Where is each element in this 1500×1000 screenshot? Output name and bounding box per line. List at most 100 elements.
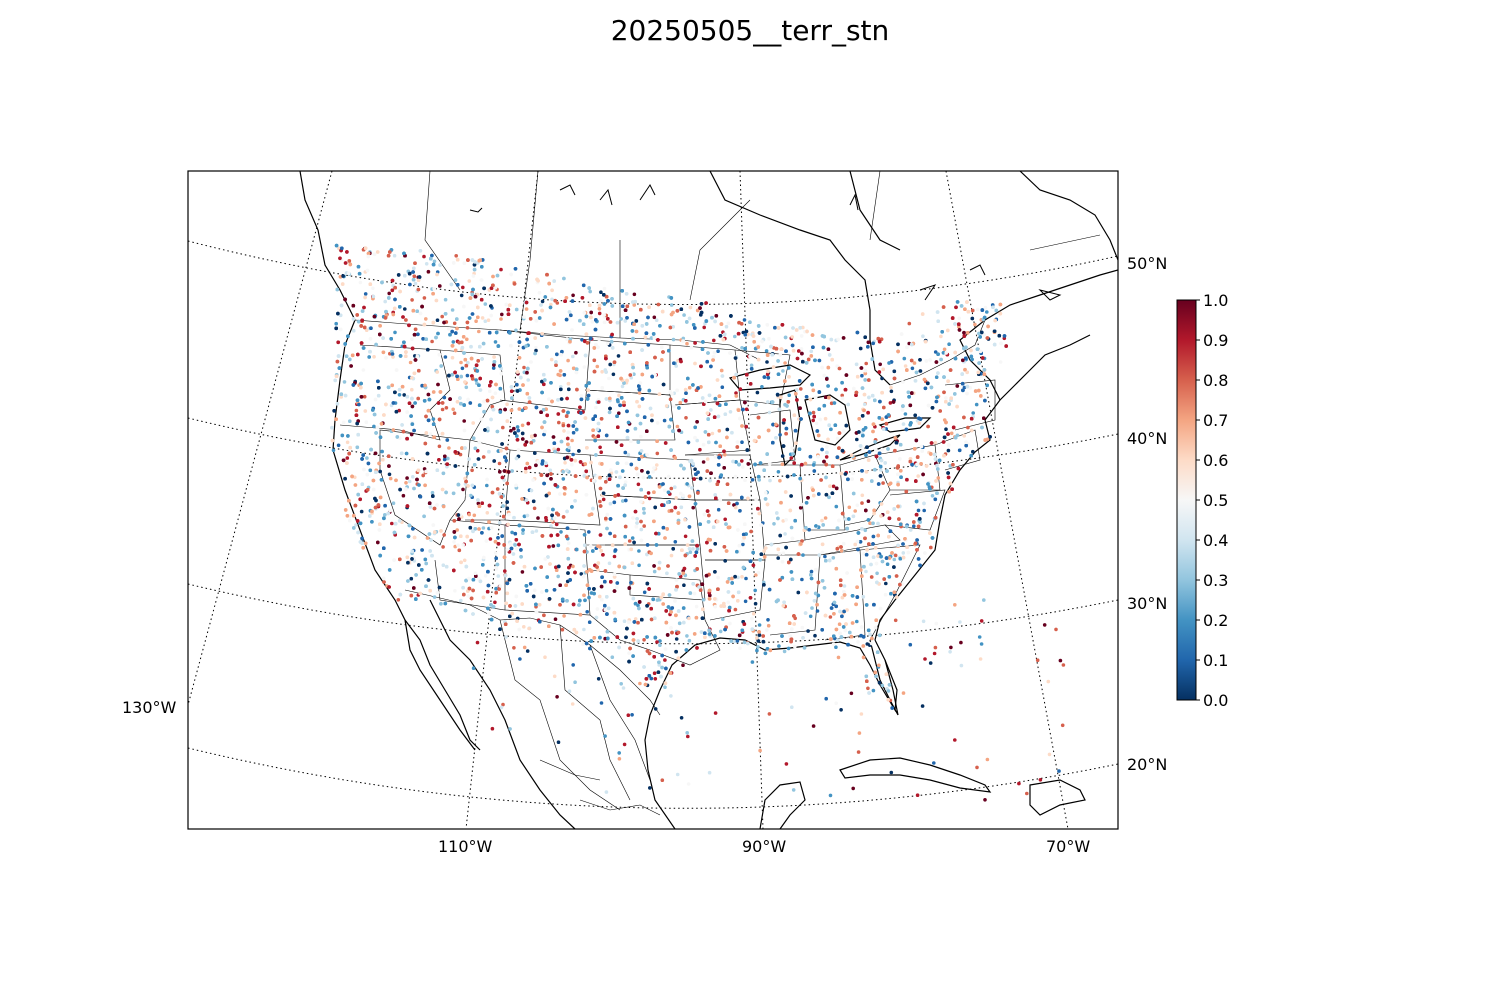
station-point: [363, 409, 368, 413]
station-point: [418, 591, 423, 596]
station-point: [795, 398, 799, 402]
station-point: [842, 584, 847, 588]
station-point: [966, 425, 970, 430]
station-point: [351, 317, 356, 321]
station-point: [647, 305, 651, 310]
station-point: [787, 375, 791, 379]
station-point: [800, 577, 804, 582]
station-point: [388, 476, 393, 481]
station-point: [858, 346, 863, 351]
station-point: [647, 475, 652, 479]
station-point: [522, 315, 526, 319]
station-point: [529, 360, 533, 364]
station-point: [396, 598, 401, 602]
station-point: [947, 342, 951, 347]
station-point: [476, 501, 481, 506]
station-point: [815, 609, 820, 613]
station-point: [479, 278, 484, 282]
station-point: [580, 338, 584, 342]
station-point: [725, 580, 730, 584]
station-point: [494, 556, 499, 561]
station-point: [397, 519, 402, 523]
station-point: [946, 448, 951, 453]
station-point: [883, 592, 888, 597]
station-point: [682, 620, 686, 625]
station-point: [742, 640, 747, 645]
station-point: [401, 429, 406, 434]
station-point: [766, 618, 770, 622]
station-point: [664, 404, 669, 408]
station-point: [490, 405, 495, 409]
station-point: [465, 320, 470, 325]
station-point: [412, 266, 416, 271]
station-point: [838, 578, 843, 582]
station-point: [780, 634, 784, 638]
station-point: [975, 307, 980, 312]
station-point: [755, 390, 760, 395]
station-point: [755, 648, 759, 653]
station-point: [784, 431, 788, 436]
lat-line-50: [188, 240, 1118, 305]
station-point: [617, 411, 621, 416]
station-point: [512, 426, 516, 431]
station-point: [524, 344, 528, 348]
station-point: [570, 328, 574, 332]
station-point: [531, 499, 536, 504]
station-point: [447, 446, 451, 450]
station-point: [345, 514, 350, 518]
station-point: [605, 526, 609, 531]
station-point: [974, 402, 979, 407]
station-point: [460, 366, 465, 371]
station-point: [776, 470, 781, 474]
station-point: [873, 625, 878, 630]
station-point: [489, 417, 493, 422]
station-point: [670, 606, 675, 610]
station-point: [856, 547, 860, 552]
station-point: [452, 321, 457, 326]
station-point: [620, 304, 625, 309]
station-point: [912, 524, 916, 528]
station-point: [695, 547, 700, 551]
station-point: [542, 382, 546, 387]
station-point: [453, 544, 458, 549]
station-point: [589, 512, 594, 516]
station-point: [873, 670, 877, 675]
station-point: [615, 398, 620, 402]
station-point: [424, 561, 429, 566]
station-point: [603, 636, 607, 641]
station-point: [955, 404, 959, 409]
station-point: [357, 271, 362, 276]
station-point: [627, 539, 632, 543]
station-point: [422, 296, 427, 300]
station-point: [593, 435, 597, 440]
station-point: [483, 319, 488, 324]
station-point: [436, 331, 440, 336]
station-point: [607, 477, 612, 482]
station-point: [623, 534, 627, 539]
station-point: [930, 494, 935, 498]
station-point: [409, 593, 414, 598]
station-point: [657, 560, 662, 565]
station-point: [401, 315, 405, 319]
station-point: [878, 468, 883, 472]
station-point: [734, 391, 738, 395]
station-point: [363, 292, 368, 296]
station-point: [767, 587, 772, 592]
station-point: [777, 551, 782, 556]
station-point: [866, 499, 871, 504]
station-point: [811, 410, 816, 415]
station-point: [480, 265, 484, 269]
station-point: [869, 562, 873, 567]
station-point: [371, 286, 375, 291]
station-point: [691, 383, 695, 387]
station-point: [526, 421, 531, 426]
station-point: [409, 576, 414, 581]
station-point: [880, 447, 884, 452]
station-point: [827, 495, 831, 500]
station-point: [570, 299, 575, 303]
station-point: [973, 389, 978, 393]
station-point: [587, 586, 591, 591]
station-point: [756, 639, 761, 643]
station-point: [625, 429, 630, 433]
station-point: [525, 391, 530, 396]
